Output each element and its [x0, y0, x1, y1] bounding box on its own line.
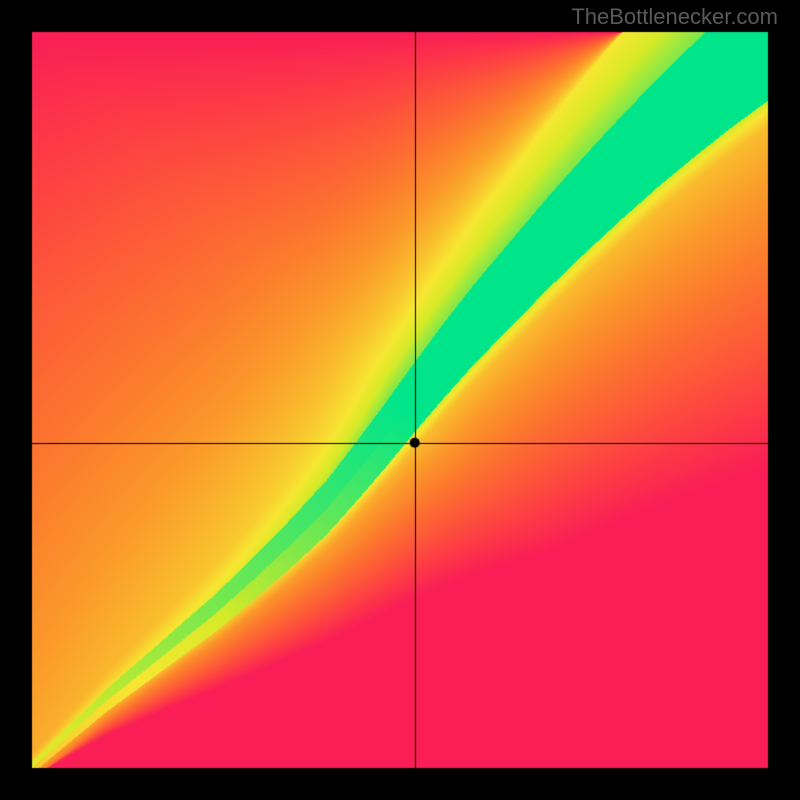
watermark-text: TheBottlenecker.com — [571, 4, 778, 30]
bottleneck-heatmap — [0, 0, 800, 800]
